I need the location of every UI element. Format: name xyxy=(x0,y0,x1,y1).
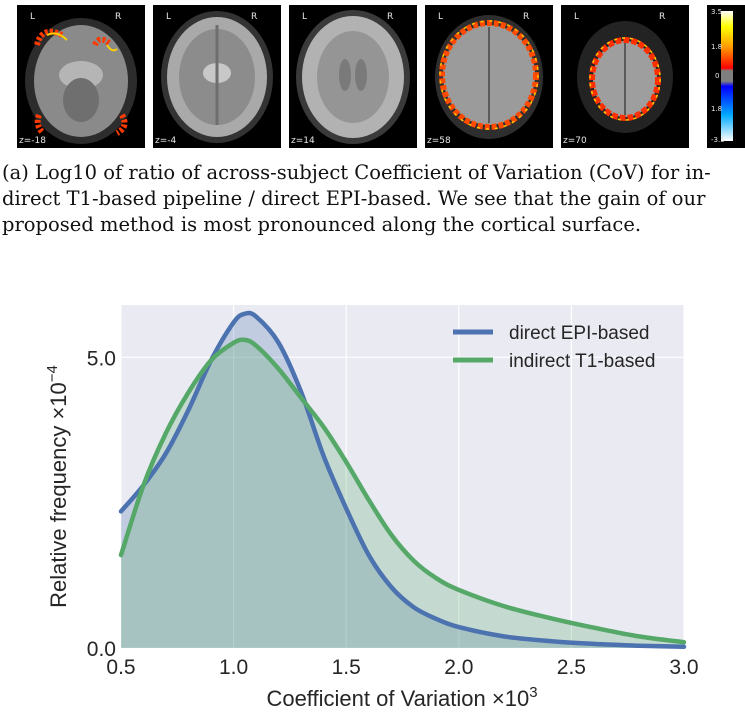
x-tick-label: 1.0 xyxy=(219,656,248,679)
brain-slice-figure: L R z=-18 L R z=-4 L R z=14 xyxy=(17,5,745,148)
left-orientation-label: L xyxy=(574,12,580,22)
colorbar-gradient xyxy=(721,11,733,141)
brain-slice-panel: L R z=14 xyxy=(289,5,417,148)
brain-slice-panel: L R z=58 xyxy=(425,5,553,148)
y-tick-label: 5.0 xyxy=(87,347,116,370)
left-orientation-label: L xyxy=(438,12,444,22)
colorbar-tick: 0 xyxy=(715,72,720,80)
x-tick-label: 3.0 xyxy=(669,656,698,679)
brain-slice-panel: L R z=-4 xyxy=(153,5,281,148)
caption-line: proposed method is most pronounced along… xyxy=(2,213,642,236)
brain-slice-image xyxy=(25,18,137,144)
slice-z-label: z=-4 xyxy=(155,136,177,146)
slice-z-label: z=58 xyxy=(427,136,451,146)
right-orientation-label: R xyxy=(387,12,394,22)
series-line xyxy=(118,310,687,650)
brain-slice-image xyxy=(296,10,410,144)
x-tick-label: 2.0 xyxy=(444,656,473,679)
right-orientation-label: R xyxy=(659,12,666,22)
cov-distribution-chart: 0.5 1.0 1.5 2.0 2.5 3.0 0.0 5.0 direct EPI-based… xyxy=(44,305,699,711)
x-tick-label: 0.5 xyxy=(106,656,135,679)
brain-slice-image xyxy=(577,21,673,133)
caption-line: (a) Log10 of ratio of across-subject Coe… xyxy=(2,161,711,184)
y-tick-label: 0.0 xyxy=(87,638,116,661)
left-orientation-label: L xyxy=(302,12,308,22)
legend-label: indirect T1-based xyxy=(509,351,655,372)
brain-slice-panel: L R z=-18 xyxy=(17,5,145,148)
series-area-fill xyxy=(121,339,684,648)
plot-area xyxy=(121,305,684,648)
right-orientation-label: R xyxy=(251,12,258,22)
colorbar-tick: 1.8 xyxy=(711,43,723,51)
left-orientation-label: L xyxy=(166,12,172,22)
slice-z-label: z=14 xyxy=(291,136,315,146)
left-orientation-label: L xyxy=(30,12,36,22)
colorbar-tick: 1.8 xyxy=(711,105,723,113)
caption-line: direct T1-based pipeline / direct EPI-ba… xyxy=(2,187,706,210)
brain-slice-image xyxy=(435,15,543,139)
legend-label: direct EPI-based xyxy=(509,323,649,344)
figure-caption: (a) Log10 of ratio of across-subject Coe… xyxy=(2,160,742,238)
slice-z-label: z=70 xyxy=(563,136,587,146)
x-axis-label: Coefficient of Variation ×103 xyxy=(266,684,537,711)
colorbar: 3.5 1.8 0 1.8 -3.5 xyxy=(707,5,745,148)
colorbar-tick: -3.5 xyxy=(711,136,725,144)
slice-z-label: z=-18 xyxy=(19,136,46,146)
series-line xyxy=(118,337,687,645)
x-tick-label: 1.5 xyxy=(332,656,361,679)
brain-slice-image xyxy=(161,11,273,143)
y-axis-label-exponent: −4 xyxy=(44,365,61,382)
colorbar-tick: 3.5 xyxy=(711,8,723,16)
y-axis-label: Relative frequency ×10−4 xyxy=(44,365,71,608)
right-orientation-label: R xyxy=(115,12,122,22)
x-axis-label-exponent: 3 xyxy=(529,684,537,701)
series-area-fill xyxy=(121,312,684,648)
x-tick-label: 2.5 xyxy=(557,656,586,679)
brain-slice-panel: L R z=70 xyxy=(561,5,689,148)
right-orientation-label: R xyxy=(523,12,530,22)
